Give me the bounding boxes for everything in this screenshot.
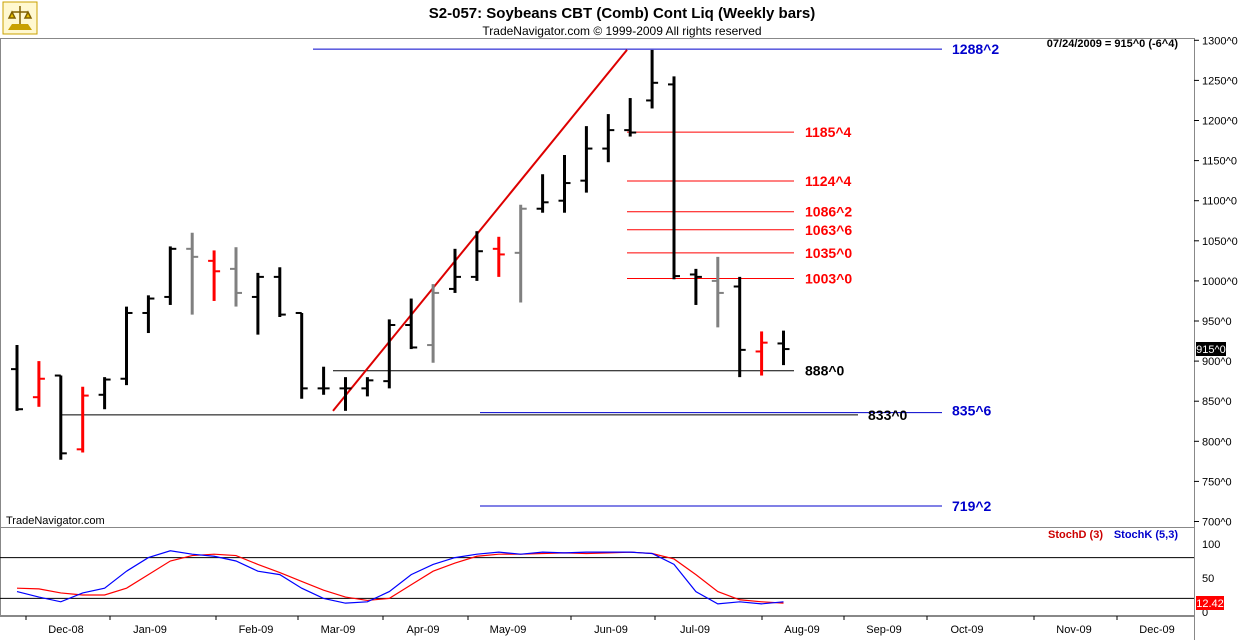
level-label: 1035^0 (805, 245, 852, 261)
watermark: TradeNavigator.com (6, 515, 105, 527)
y-tick-label: 950^0 (1202, 316, 1232, 328)
ohlc-bar (361, 377, 374, 397)
y-tick-label: 1100^0 (1202, 196, 1237, 208)
y-tick-label: 900^0 (1202, 356, 1232, 368)
level-label: 1003^0 (805, 270, 852, 286)
y-tick-label: 1200^0 (1202, 116, 1238, 128)
level-label: 835^6 (952, 403, 992, 419)
ohlc-bar (317, 366, 330, 395)
ohlc-bar (777, 330, 790, 366)
ohlc-bar (558, 154, 571, 213)
x-tick-label: Oct-09 (950, 624, 983, 636)
level-label: 1063^6 (805, 222, 852, 238)
ohlc-bar (492, 236, 505, 277)
ohlc-bar (755, 331, 768, 376)
ohlc-bar (449, 248, 461, 293)
ohlc-bar (427, 284, 440, 363)
y-tick-label: 1000^0 (1202, 276, 1238, 288)
ohlc-bar (273, 267, 286, 317)
y-tick-label: 800^0 (1202, 436, 1232, 448)
ohlc-bar (405, 298, 418, 350)
x-tick-label: Apr-09 (406, 624, 439, 636)
ohlc-bar (646, 49, 659, 109)
price-bars (11, 49, 790, 460)
ohlc-bar (142, 295, 155, 334)
logo-icon (2, 1, 38, 35)
last-price-tag (1196, 342, 1226, 356)
ohlc-bar (602, 114, 615, 163)
ohlc-bar (251, 272, 264, 335)
x-tick-label: Jul-09 (680, 624, 710, 636)
stoch-y-tick-label: 100 (1202, 539, 1220, 551)
stoch-last-tag (1196, 596, 1224, 610)
y-tick-label: 750^0 (1202, 476, 1232, 488)
y-tick-label: 1300^0 (1202, 35, 1238, 47)
ohlc-bar (580, 126, 593, 193)
x-tick-label: Aug-09 (784, 624, 819, 636)
y-tick-label: 850^0 (1202, 396, 1232, 408)
stochk-line (16, 550, 784, 605)
last-price-label: 915^0 (1196, 344, 1226, 356)
x-tick-label: Jan-09 (133, 624, 167, 636)
ohlc-bar (711, 256, 724, 328)
level-label: 1185^4 (805, 124, 852, 140)
stochk-legend: StochK (5,3) (1114, 529, 1179, 541)
level-label: 888^0 (805, 363, 845, 379)
trend-line (332, 49, 628, 412)
ohlc-bar (11, 345, 23, 411)
stochd-legend: StochD (3) (1048, 529, 1103, 541)
stochd-line (16, 551, 784, 604)
level-label: 833^0 (868, 407, 908, 423)
x-tick-label: Mar-09 (321, 624, 356, 636)
stoch-y-tick-label: 50 (1202, 573, 1214, 585)
info-readout: 07/24/2009 = 915^0 (-6^4) (1047, 38, 1179, 50)
ohlc-bar (76, 386, 89, 453)
stochastic-indicator (0, 550, 1194, 605)
stoch-y-tick-label: 0 (1202, 607, 1208, 619)
trendline (332, 49, 628, 412)
x-tick-label: Feb-09 (239, 624, 274, 636)
ohlc-bar (536, 174, 549, 213)
ohlc-bar (164, 246, 177, 305)
ohlc-bar (339, 377, 352, 411)
y-tick-label: 1250^0 (1202, 75, 1238, 87)
level-label: 1124^4 (805, 173, 852, 189)
level-label: 719^2 (952, 498, 992, 514)
price-pane (0, 38, 1195, 528)
y-tick-label: 1050^0 (1202, 236, 1238, 248)
ohlc-bar (208, 250, 221, 301)
y-axis: 700^0 750^0 800^0 850^0 900^0 950^0 1000^0 1050… (1194, 35, 1238, 619)
y-tick-label: 700^0 (1202, 517, 1232, 529)
ohlc-bar (383, 319, 396, 389)
stoch-last-label: 12.42 (1196, 598, 1224, 610)
x-tick-label: Sep-09 (866, 624, 901, 636)
chart-title: S2-057: Soybeans CBT (Comb) Cont Liq (We… (429, 5, 815, 22)
ohlc-bar (120, 306, 133, 386)
ohlc-bar (624, 98, 637, 137)
x-tick-label: Nov-09 (1056, 624, 1091, 636)
ohlc-bar (230, 247, 242, 307)
x-axis: Dec-08 Jan-09 Feb-09 Mar-09 Apr-09 May-09 Jun-… (25, 616, 1175, 636)
ohlc-bar (98, 377, 111, 410)
x-tick-label: May-09 (490, 624, 527, 636)
y-tick-label: 1150^0 (1202, 156, 1237, 168)
ohlc-bar (295, 311, 308, 399)
price-levels: 1288^2 1185^4 1124^4 1086^2 1063^6 1035^0 1003… (60, 41, 999, 514)
ohlc-bar (470, 231, 483, 281)
stoch-pane (0, 527, 1195, 616)
level-label: 1086^2 (805, 204, 852, 220)
ohlc-bar (54, 374, 67, 460)
ohlc-bar (32, 361, 45, 407)
level-label: 1288^2 (952, 41, 999, 57)
ohlc-bar (668, 76, 680, 280)
x-tick-label: Jun-09 (594, 624, 628, 636)
x-tick-label: Dec-08 (48, 624, 83, 636)
ohlc-bar (186, 232, 199, 315)
ohlc-bar (733, 276, 746, 378)
x-tick-label: Dec-09 (1139, 624, 1174, 636)
ohlc-bar (689, 268, 702, 305)
ohlc-bar (514, 204, 527, 303)
chart-subtitle: TradeNavigator.com © 1999-2009 All right… (482, 24, 761, 38)
